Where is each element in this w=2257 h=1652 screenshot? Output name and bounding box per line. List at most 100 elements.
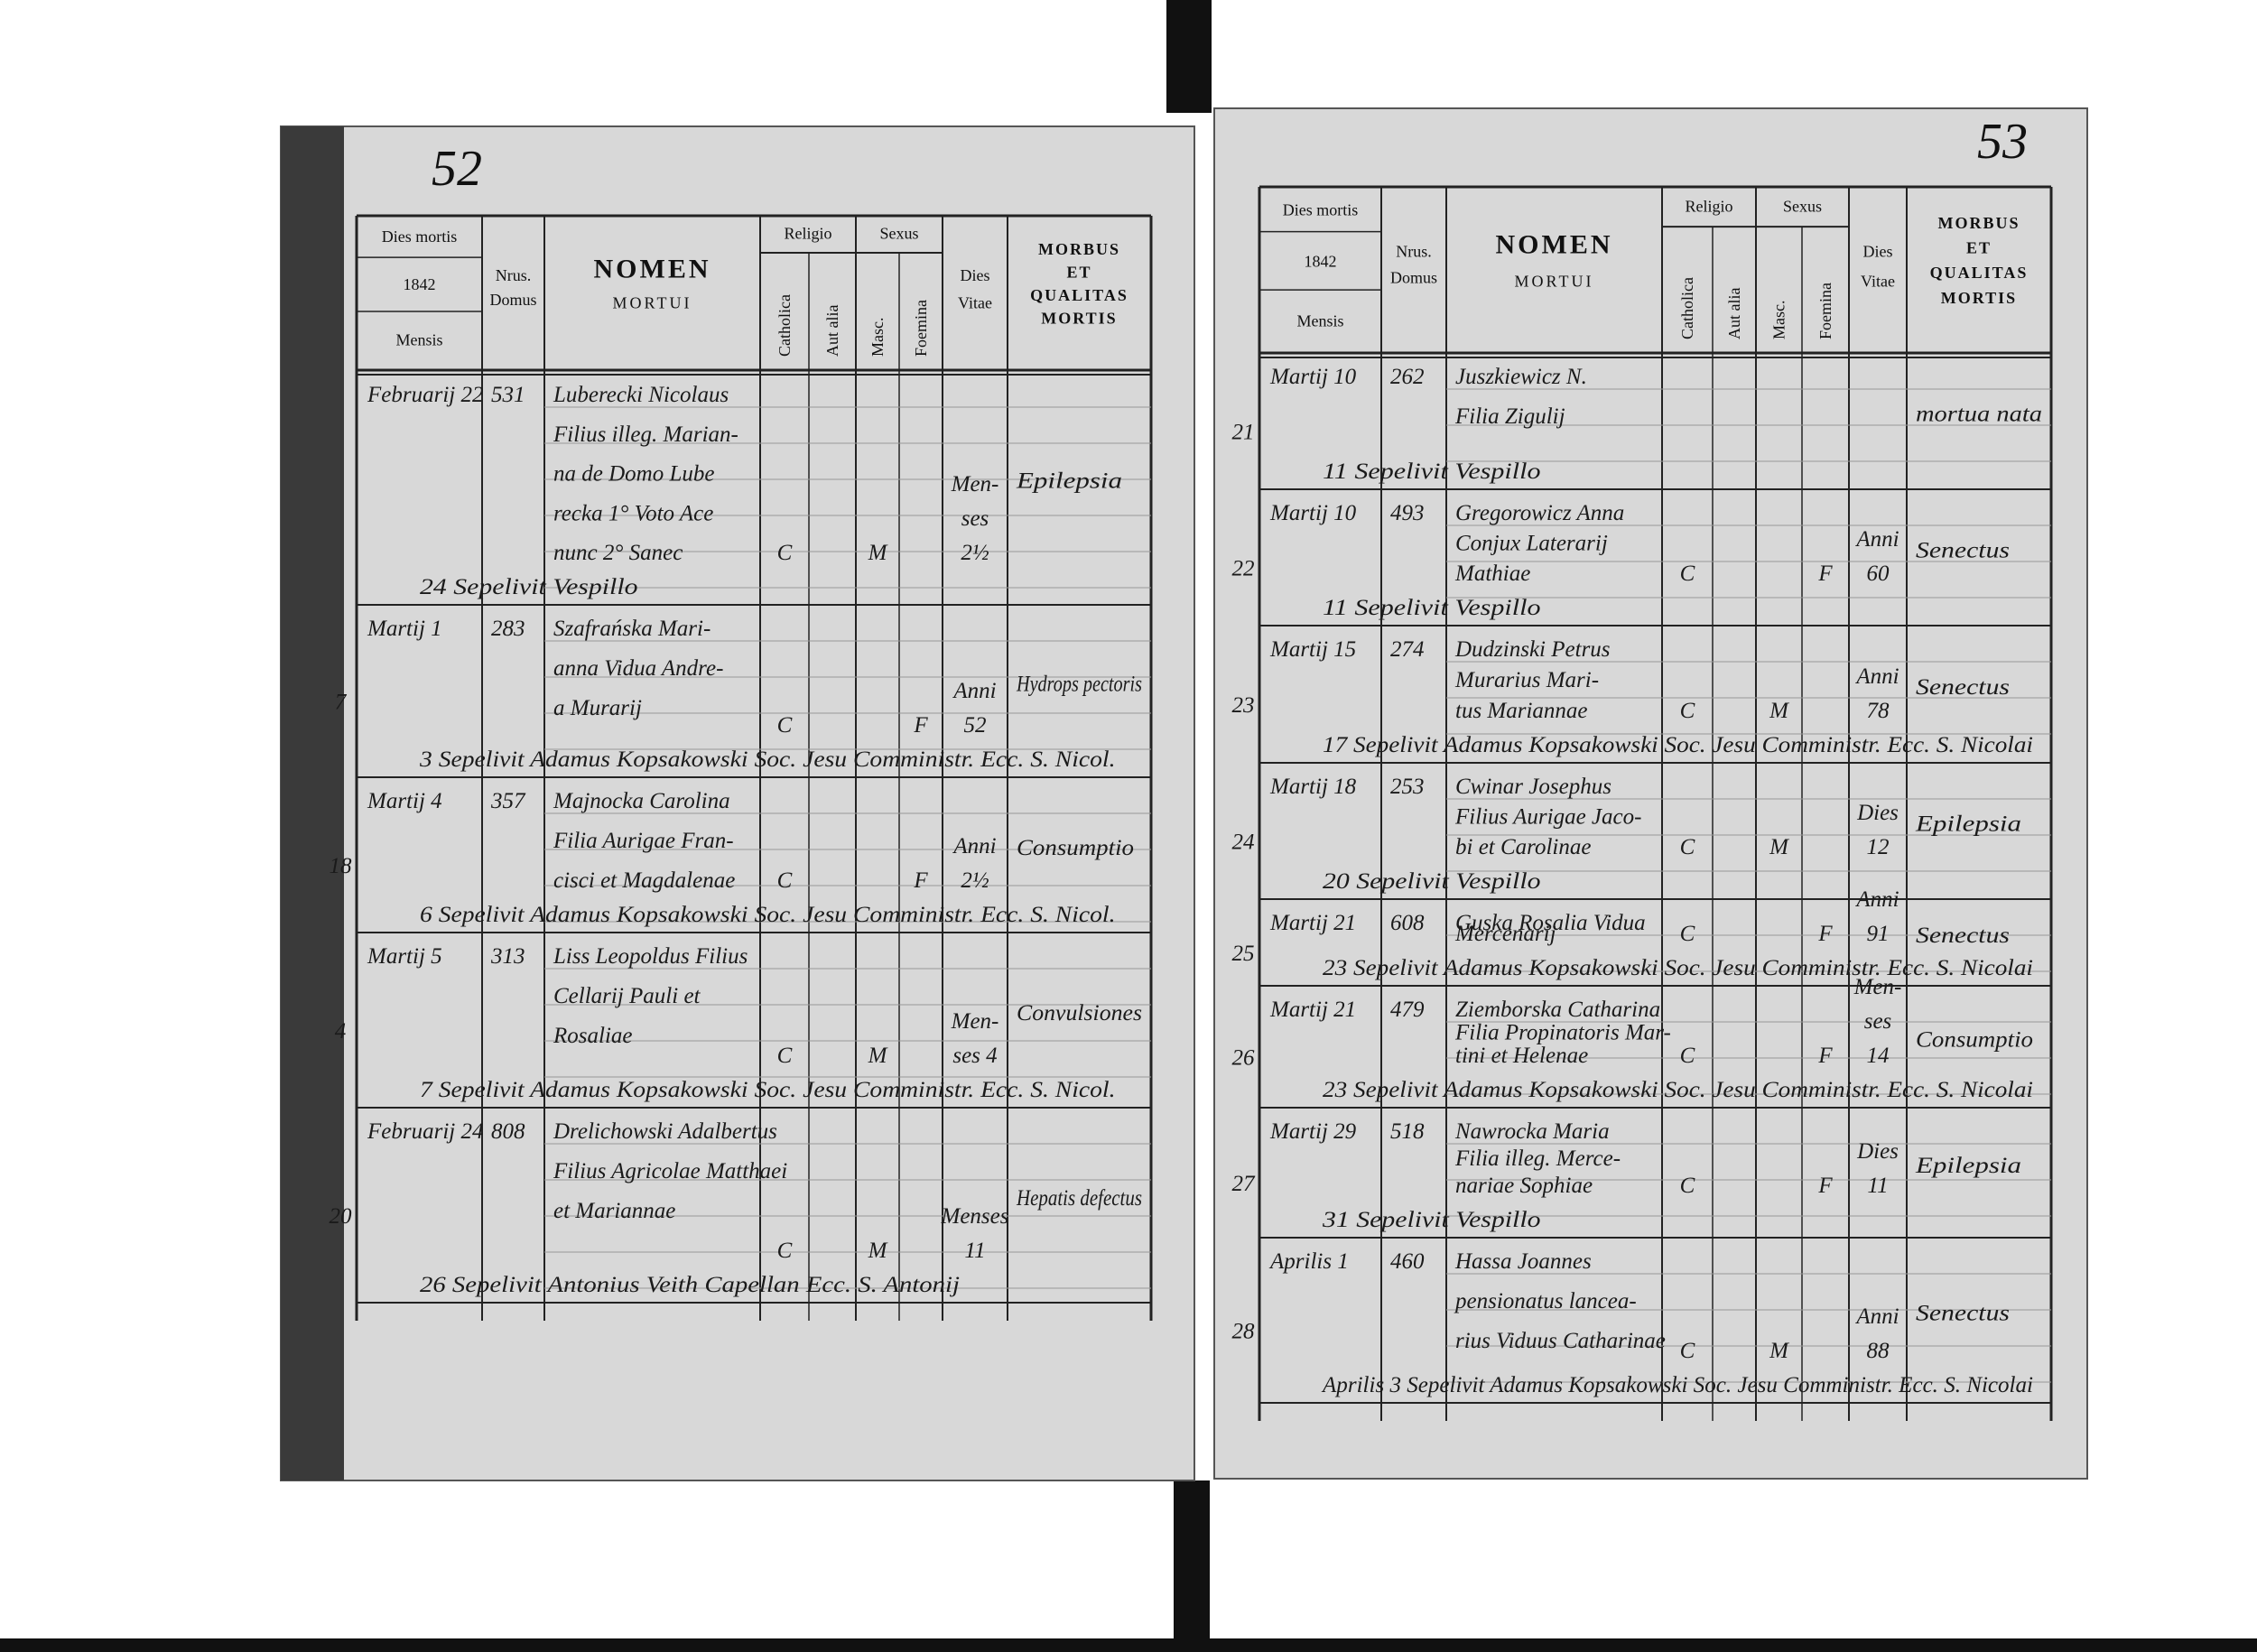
entry-sex: F: [913, 868, 928, 893]
entry-name: Szafrańska Mari-: [553, 617, 711, 641]
entry-name: Rosaliae: [553, 1024, 633, 1048]
entry-house: 493: [1390, 501, 1425, 525]
entry-age: Dies: [1856, 801, 1899, 825]
header-text: Domus: [489, 291, 536, 309]
entry-sex: F: [1817, 922, 1833, 946]
entry-religio: C: [1680, 699, 1695, 723]
entry-burial: 26 Sepelivit Antonius Veith Capellan Ecc…: [420, 1273, 960, 1297]
entry-name: Dudzinski Petrus: [1454, 637, 1611, 662]
header-text: MORBUS: [1038, 240, 1120, 258]
entry-morbus: Epilepsia: [1915, 812, 2021, 837]
entry-name: nariae Sophiae: [1455, 1174, 1593, 1198]
entry-name: Mercenarij: [1454, 922, 1556, 946]
header-text: Domus: [1390, 269, 1437, 287]
entry-name: Filia Aurigae Fran-: [553, 829, 734, 853]
header-text: Dies mortis: [1283, 200, 1359, 218]
entry-age: 52: [964, 713, 987, 738]
header-text: Foemina: [1816, 283, 1834, 339]
header-text: Catholica: [1678, 277, 1696, 339]
entry-sex: M: [1769, 699, 1789, 723]
entry-name: pensionatus lancea-: [1454, 1289, 1637, 1313]
header-text: Dies mortis: [382, 227, 458, 246]
margin-number: 21: [1232, 421, 1255, 445]
entry-age: 88: [1867, 1339, 1890, 1363]
entry-religio: C: [777, 1239, 793, 1263]
header-text: 1842: [1305, 252, 1337, 270]
entry-name: et Mariannae: [553, 1199, 675, 1223]
entry-name: Filius illeg. Marian-: [553, 422, 738, 447]
entry-date: Aprilis 1: [1268, 1249, 1349, 1274]
entry-morbus: Consumptio: [1017, 836, 1134, 860]
entry-sex: M: [1769, 1339, 1789, 1363]
entry-name: cisci et Magdalenae: [553, 868, 735, 893]
entry-name: anna Vidua Andre-: [553, 656, 723, 681]
margin-number: 27: [1232, 1172, 1257, 1196]
entry-age: 78: [1867, 699, 1890, 723]
margin-number: 24: [1232, 831, 1255, 855]
entry-name: Filia illeg. Merce-: [1454, 1146, 1621, 1171]
entry-burial: 24 Sepelivit Vespillo: [420, 575, 638, 599]
margin-number: 20: [330, 1204, 353, 1229]
entry-date: Februarij 24: [367, 1119, 483, 1144]
entry-date: Februarij 22: [367, 383, 483, 407]
entry-house: 479: [1390, 998, 1425, 1022]
entry-name: bi et Carolinae: [1455, 835, 1591, 859]
margin-number: 28: [1232, 1320, 1256, 1344]
header-text: Religio: [785, 225, 832, 243]
entry-house: 283: [491, 617, 525, 641]
entry-name: Murarius Mari-: [1454, 668, 1599, 692]
entry-morbus: Epilepsia: [1016, 469, 1122, 494]
header-text: Nrus.: [1396, 242, 1432, 260]
entry-house: 608: [1390, 911, 1425, 935]
header-text: Mensis: [1296, 312, 1343, 330]
entry-sex: M: [868, 1239, 888, 1263]
entry-burial: 31 Sepelivit Vespillo: [1322, 1208, 1541, 1232]
entry-house: 808: [491, 1119, 525, 1144]
entry-name: Nawrocka Maria: [1454, 1119, 1610, 1144]
entry-burial: 23 Sepelivit Adamus Kopsakowski Soc. Jes…: [1323, 1078, 2033, 1102]
header-text: Masc.: [1770, 301, 1788, 340]
entry-date: Martij 21: [1269, 998, 1356, 1022]
entry-name: Cellarij Pauli et: [553, 984, 701, 1008]
entry-age: 91: [1867, 922, 1890, 946]
spine-bottom: [1174, 1480, 1210, 1638]
entry-date: Martij 4: [367, 789, 442, 813]
entry-name: recka 1° Voto Ace: [553, 501, 713, 525]
entry-name: Conjux Laterarij: [1455, 532, 1608, 556]
entry-house: 518: [1390, 1119, 1425, 1144]
entry-house: 274: [1390, 637, 1425, 662]
page-number: 52: [432, 141, 482, 197]
header-text: NOMEN: [594, 254, 711, 283]
header-text: Dies: [961, 266, 990, 284]
entry-religio: C: [1680, 922, 1695, 946]
entry-sex: F: [913, 713, 928, 738]
right-page: [1213, 107, 2088, 1480]
entry-date: Martij 15: [1269, 637, 1356, 662]
spine-top: [1166, 0, 1212, 113]
entry-burial: 17 Sepelivit Adamus Kopsakowski Soc. Jes…: [1323, 733, 2033, 757]
entry-sex: M: [868, 1044, 888, 1068]
entry-morbus: Hydrops pectoris: [1016, 673, 1142, 697]
header-text: MORTUI: [1515, 272, 1594, 290]
entry-age: Men-: [1853, 975, 1902, 999]
entry-religio: C: [1680, 1339, 1695, 1363]
margin-number: 23: [1232, 693, 1255, 718]
entry-name: Cwinar Josephus: [1455, 775, 1611, 799]
entry-age: Men-: [951, 472, 999, 497]
entry-house: 313: [490, 944, 525, 969]
header-text: QUALITAS: [1930, 264, 2029, 282]
entry-age: Dies: [1856, 1139, 1899, 1164]
entry-morbus: Consumptio: [1916, 1028, 2033, 1053]
header-text: Nrus.: [496, 266, 532, 284]
entry-morbus: Senectus: [1916, 675, 2010, 700]
margin-number: 4: [335, 1019, 347, 1044]
header-text: Foemina: [912, 300, 930, 357]
entry-age: Anni: [1854, 664, 1899, 689]
entry-age: 60: [1867, 561, 1890, 586]
entry-name: Luberecki Nicolaus: [553, 383, 729, 407]
entry-age: Anni: [1854, 887, 1899, 912]
entry-name: Filia Zigulij: [1454, 404, 1565, 429]
entry-sex: F: [1817, 1044, 1833, 1068]
entry-date: Martij 18: [1269, 775, 1357, 799]
header-text: Dies: [1863, 242, 1893, 260]
